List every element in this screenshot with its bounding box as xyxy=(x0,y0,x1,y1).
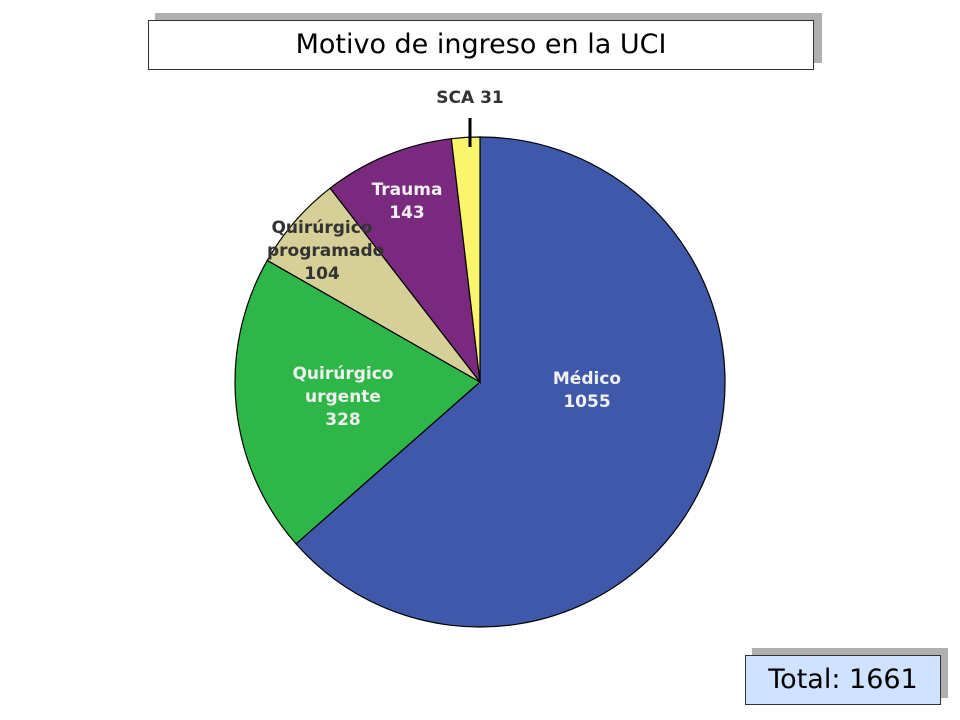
category-label: SCA xyxy=(436,88,475,108)
slice-label: Quirúrgico urgente 328 xyxy=(288,363,398,432)
chart-title: Motivo de ingreso en la UCI xyxy=(148,20,814,70)
slice-label: Médico 1055 xyxy=(517,368,657,414)
value-label: 104 xyxy=(304,264,340,284)
total-value: 1661 xyxy=(849,664,918,695)
slice-label: Trauma 143 xyxy=(337,179,477,225)
value-label: 1055 xyxy=(563,392,611,412)
total-label: Total: xyxy=(768,664,841,695)
value-label: 143 xyxy=(389,203,425,223)
pie-slice xyxy=(329,138,481,385)
category-label: Trauma xyxy=(371,180,443,200)
value-label: 328 xyxy=(325,410,361,430)
pie-slice xyxy=(234,259,482,545)
value-label: 31 xyxy=(480,88,504,108)
category-label: Médico xyxy=(552,369,622,389)
pie-slice xyxy=(295,136,726,628)
pie-slice xyxy=(450,136,481,383)
category-label: Quirúrgico programado xyxy=(267,218,385,261)
category-label: Quirúrgico urgente xyxy=(292,364,394,407)
slice-label: Quirúrgico programado 104 xyxy=(267,217,385,286)
total-box: Total: 1661 xyxy=(745,655,941,705)
slice-label: SCA 31 xyxy=(400,87,540,110)
